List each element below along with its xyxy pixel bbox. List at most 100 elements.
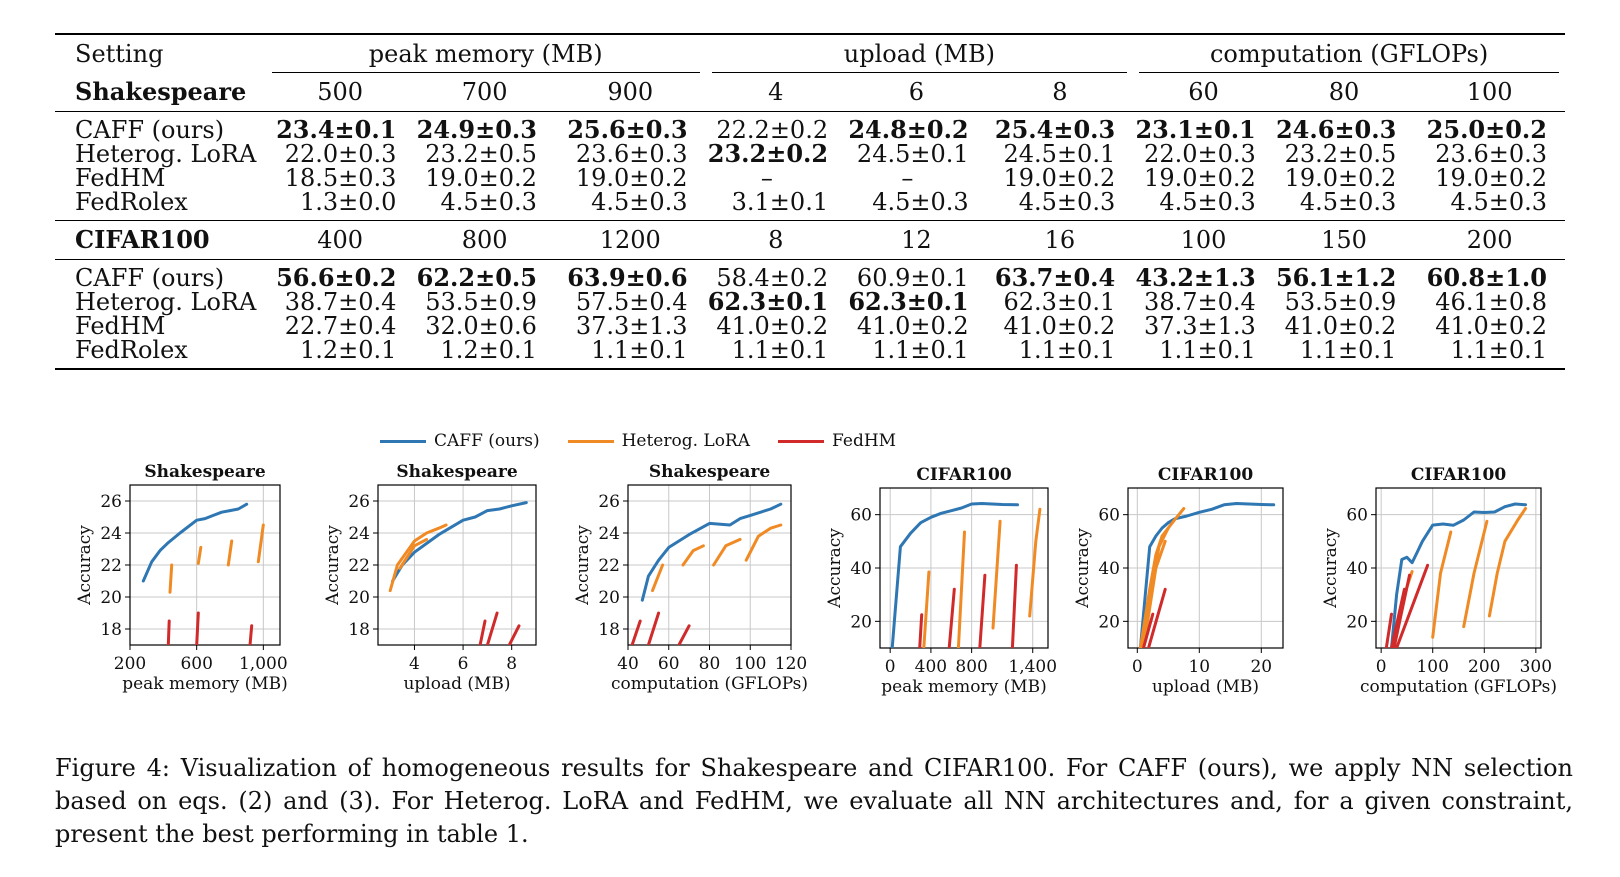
chart: 0 100 200 300 20 40 60 CIFAR100 computation (GFL… [1321,465,1557,697]
y-tick-label: 26 [348,492,370,512]
x-tick-label: 0 [1376,657,1387,677]
figure-caption: Figure 4: Visualization of homogeneous r… [55,754,1573,848]
table-cell: 1.2±0.1 [440,336,537,364]
series-line [485,611,499,645]
group-header: upload (MB) [706,34,1134,73]
chart-title: Shakespeare [396,462,517,482]
x-tick-label: 200 [114,654,146,674]
param-value: 700 [461,78,508,106]
table-cell: 60.9±0.1 [856,264,969,292]
table-cell: 41.0±0.2 [1435,312,1547,340]
series-line [712,537,742,567]
param-value: 4 [768,78,784,106]
method-name: Heterog. LoRA [75,140,257,168]
group-header: computation (GFLOPs) [1133,34,1565,73]
series-line [651,563,665,593]
chart-title: Shakespeare [144,462,265,482]
series-line [478,619,487,645]
x-axis-label: computation (GFLOPs) [1360,677,1557,697]
series-line [248,624,254,645]
x-tick-label: 200 [1468,657,1500,677]
x-tick-label: 8 [506,654,517,674]
chart-title: CIFAR100 [1411,465,1507,485]
table-cell: 4.5±0.3 [591,188,688,216]
table-cell: 22.0±0.3 [1144,140,1256,168]
x-tick-label: 300 [1520,657,1552,677]
method-name: FedHM [75,312,166,340]
series-line [507,624,521,645]
table-cell: 1.1±0.1 [1450,336,1547,364]
table-cell: 56.6±0.2 [276,263,397,292]
series-line [391,501,528,583]
series-line [226,539,234,567]
series-group [141,502,265,645]
y-tick-label: 60 [850,506,872,526]
y-tick-label: 24 [100,524,122,544]
method-name: Heterog. LoRA [75,288,257,316]
table-cell: 24.9±0.3 [416,115,537,144]
series-line [196,545,203,565]
x-tick-label: 0 [885,657,896,677]
table-cell: 1.1±0.1 [1159,336,1256,364]
series-group [1138,502,1276,648]
legend-swatch [778,439,825,443]
y-tick-label: 40 [850,559,872,579]
series-line [744,523,783,562]
x-tick-label: 6 [458,654,469,674]
header-setting: Setting [75,40,164,68]
y-tick-label: 26 [598,492,620,512]
method-name: CAFF (ours) [75,116,225,144]
series-line [1010,563,1018,648]
series-line [1384,612,1393,648]
chart: 200 600 1,000 18 20 22 24 26 Shakespeare peak mem… [75,462,288,694]
table-cell: 38.7±0.4 [284,288,397,316]
table-cell: 4.5±0.3 [1159,188,1256,216]
series-line [677,624,691,645]
group-header: peak memory (MB) [266,34,706,73]
table-cell: 56.1±1.2 [1275,263,1397,292]
chart-legend: CAFF (ours) Heterog. LoRA FedHM [380,428,896,454]
series-line [922,570,931,648]
table-cell: 24.6±0.3 [1275,115,1397,144]
param-value: 100 [1466,78,1513,106]
y-tick-label: 60 [1346,506,1368,526]
series-line [1395,563,1430,648]
table-cell: 22.7±0.4 [284,312,397,340]
y-axis-label: Accuracy [323,525,343,606]
table-cell: 4.5±0.3 [1450,188,1547,216]
series-line [918,613,924,648]
x-tick-label: 60 [658,654,680,674]
method-name: FedRolex [75,188,188,216]
x-axis-label: computation (GFLOPs) [611,674,808,694]
table-cell: 23.6±0.3 [575,140,688,168]
method-name: CAFF (ours) [75,264,225,292]
series-line [630,619,642,645]
y-tick-label: 24 [348,524,370,544]
table-cell: 1.2±0.1 [299,336,397,364]
series-line [1431,530,1453,639]
series-line [1028,507,1042,618]
x-tick-label: 120 [775,654,807,674]
chart-title: CIFAR100 [1158,465,1254,485]
y-axis-label: Accuracy [825,528,845,609]
table-cell: 22.0±0.3 [284,140,397,168]
table-cell: 19.0±0.2 [575,164,688,192]
table-cell: 62.3±0.1 [1003,288,1116,316]
series-line [1390,587,1406,648]
series-line [256,523,265,564]
y-tick-label: 40 [1098,559,1120,579]
table-cell: – [760,164,773,192]
y-tick-label: 20 [598,588,620,608]
series-line [646,611,661,645]
x-tick-label: 4 [409,654,420,674]
param-value: 6 [908,78,924,106]
param-value: 8 [1052,78,1068,106]
legend-item: FedHM [778,431,896,451]
group-rule [1139,71,1559,73]
chart: 4 6 8 18 20 22 24 26 Shakespeare upload (MB) Accur… [323,462,537,694]
table-cell: 19.0±0.2 [425,164,537,192]
legend-swatch [380,439,426,443]
x-axis-label: peak memory (MB) [122,674,288,694]
series-line [168,563,174,594]
series-group [388,501,528,645]
